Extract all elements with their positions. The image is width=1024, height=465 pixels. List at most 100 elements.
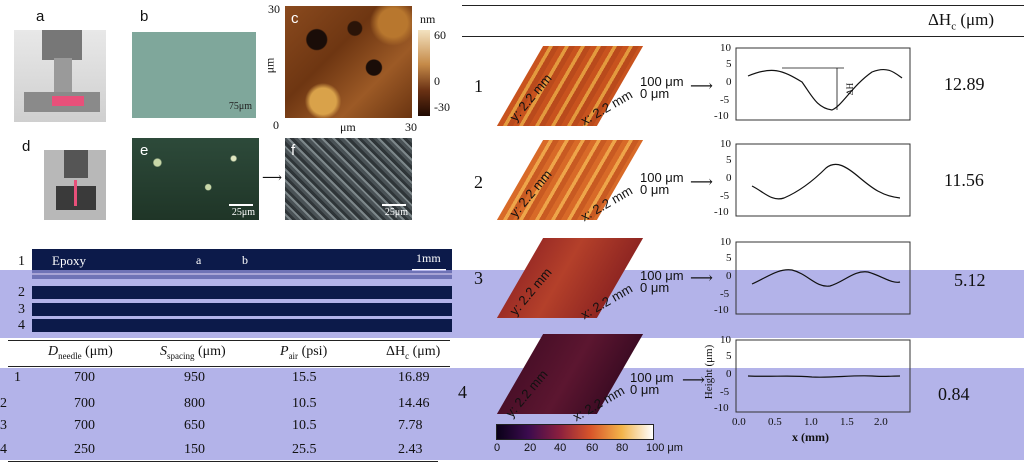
table-cell: 25.5 [292, 442, 317, 457]
right-mid-rule [462, 36, 1024, 37]
table-cell: 7.78 [398, 418, 423, 433]
photo-printer-a [14, 30, 106, 122]
right-header-unit: (μm) [956, 10, 995, 29]
right-row-num-4: 4 [458, 382, 467, 402]
profile-1-ytick-1: 5 [726, 58, 732, 70]
th-h-sub: c [405, 350, 410, 361]
th-d-sub: needle [58, 350, 82, 361]
surface-colorbar-tick-5: 100 μm [646, 442, 683, 454]
strip-label-2: 2 [18, 285, 25, 300]
panel-label-c: c [291, 10, 299, 27]
th-h: ΔH [386, 344, 406, 359]
scalebar-f: 25μm [384, 207, 408, 218]
surface-4-zbot: 0 μm [630, 382, 660, 397]
th-p: P [280, 344, 289, 359]
profile-1-ytick-4: -10 [714, 110, 729, 122]
profile-1: 10 5 0 -5 -10 ΔH [712, 42, 912, 124]
strip-label-1: 1 [18, 254, 25, 269]
th-s-unit: (μm) [194, 344, 226, 359]
surface-2-zbot: 0 μm [640, 182, 670, 197]
right-row-num-1: 1 [474, 76, 483, 96]
right-row-num-3: 3 [474, 268, 483, 288]
profile-xtick-2: 1.0 [804, 416, 818, 428]
profile-4-ytick-3: -5 [720, 386, 730, 398]
profile-xlabel: x (mm) [792, 430, 829, 444]
surface-colorbar-tick-1: 20 [524, 442, 537, 454]
right-row-value-1: 12.89 [944, 74, 985, 94]
table-cell: 2.43 [398, 442, 423, 457]
table-cell: 10.5 [292, 396, 317, 411]
profile-2-ytick-4: -10 [714, 206, 729, 218]
profile-4-ytick-0: 10 [720, 334, 731, 346]
profile-ylabel: Height (μm) [703, 344, 716, 400]
profile-xtick-1: 0.5 [768, 416, 782, 428]
panel-label-d: d [22, 138, 31, 155]
afm-colorbar-tick-1: 0 [434, 74, 440, 88]
afm-yaxis-label: μm [262, 57, 277, 74]
table-row: 2 700 800 10.5 14.46 [0, 396, 460, 414]
profile-3-svg [735, 241, 911, 315]
strip-marker-a: a [196, 253, 202, 267]
surface-colorbar-tick-2: 40 [554, 442, 567, 454]
profile-2-ytick-3: -5 [720, 190, 730, 202]
panel-label-f: f [291, 142, 296, 159]
surface-3-ztop: 100 μm [640, 268, 684, 283]
th-h-unit: (μm) [409, 344, 441, 359]
table-bottom-rule [8, 461, 438, 462]
profile-4-svg [735, 339, 911, 413]
table-cell: 4 [0, 442, 7, 457]
panel-label-a: a [36, 8, 45, 25]
afm-xaxis-label: μm [340, 120, 356, 134]
surface-colorbar-tick-3: 60 [586, 442, 599, 454]
surface-2-ztop: 100 μm [640, 170, 684, 185]
table-cell: 16.89 [398, 370, 430, 385]
table-row: 1 700 950 15.5 16.89 [0, 370, 460, 388]
profile-3: 10 5 0 -5 -10 [712, 236, 912, 318]
table-cell: 950 [184, 370, 205, 385]
afm-colorbar-tick-2: -30 [434, 100, 450, 114]
afm-map-c: c [285, 6, 412, 118]
right-top-rule [462, 5, 1024, 6]
arrow-4: ⟶ [682, 372, 705, 389]
profile-3-ytick-1: 5 [726, 252, 732, 264]
table-cell: 2 [0, 396, 7, 411]
afm-ybottom: 0 [273, 118, 279, 132]
surface-3-zbot: 0 μm [640, 280, 670, 295]
profile-1-ytick-0: 10 [720, 42, 731, 54]
table-cell: 700 [74, 418, 95, 433]
profile-4: 10 5 0 -5 -10 Height (μm) [703, 334, 912, 416]
table-cell: 1 [14, 370, 21, 385]
table-cell: 250 [74, 442, 95, 457]
table-row: 3 700 650 10.5 7.78 [0, 418, 460, 436]
arrow-1: ⟶ [690, 78, 713, 95]
th-s: S [160, 344, 167, 359]
micrograph-e: e 25μm [132, 138, 259, 220]
photo-printer-d [44, 150, 106, 220]
right-row-value-2: 11.56 [944, 170, 984, 190]
panel-label-e: e [140, 142, 149, 159]
strip-label-3: 3 [18, 302, 25, 317]
afm-colorbar [418, 30, 430, 116]
right-row-value-3: 5.12 [954, 270, 986, 290]
strip-2 [32, 286, 452, 299]
scalebar-b: 75μm [228, 101, 252, 112]
table-cell: 650 [184, 418, 205, 433]
profile-4-ytick-1: 5 [726, 350, 732, 362]
arrow-e-to-f: ⟶ [262, 171, 283, 186]
right-header-main: ΔH [928, 10, 952, 29]
table-cell: 10.5 [292, 418, 317, 433]
micrograph-b: 75μm [132, 32, 256, 118]
strip-4 [32, 319, 452, 332]
th-s-sub: spacing [167, 350, 195, 361]
profile-2-ytick-2: 0 [726, 172, 732, 184]
table-cell: 700 [74, 370, 95, 385]
surface-colorbar-tick-0: 0 [494, 442, 501, 454]
profile-xtick-4: 2.0 [874, 416, 888, 428]
overlay-band-lower [0, 368, 1024, 460]
arrow-3: ⟶ [690, 270, 713, 287]
strip-label-4: 4 [18, 318, 25, 333]
profile-xtick-3: 1.5 [840, 416, 854, 428]
micrograph-f: f 25μm [285, 138, 412, 220]
surface-4-ztop: 100 μm [630, 370, 674, 385]
profile-3-ytick-3: -5 [720, 288, 730, 300]
